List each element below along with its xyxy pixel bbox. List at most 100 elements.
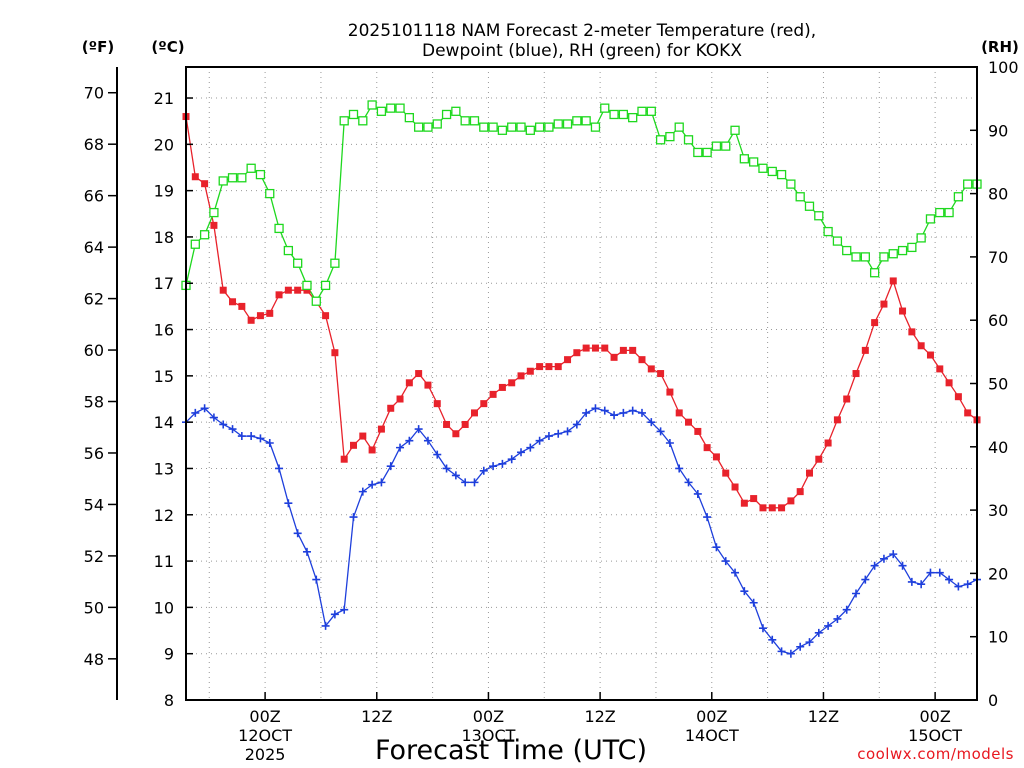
2-meter-temperature-point (954, 393, 962, 401)
rh-point (209, 207, 219, 218)
2-meter-temperature-point (750, 495, 758, 503)
rh-point (479, 122, 489, 132)
celsius-tick-label: 11 (154, 552, 174, 571)
2-meter-temperature-point (694, 427, 702, 435)
fahrenheit-tick-label: 48 (84, 650, 104, 669)
rh-point (907, 242, 917, 253)
dewpoint-point (693, 489, 702, 498)
rh-point (358, 116, 368, 126)
2-meter-temperature-point (712, 453, 720, 461)
2-meter-temperature-point (368, 446, 376, 454)
celsius-tick-label: 19 (154, 182, 174, 201)
dewpoint-point (926, 568, 935, 577)
rh-point (609, 109, 619, 120)
rh-point (348, 109, 359, 120)
dewpoint-point (572, 420, 581, 429)
fahrenheit-tick-label: 56 (84, 444, 104, 463)
2-meter-temperature-point (284, 286, 292, 294)
x-tick-label: 00Z (919, 707, 950, 726)
dewpoint-point (405, 436, 414, 445)
2-meter-temperature-point (880, 300, 888, 308)
celsius-tick-label: 10 (154, 598, 174, 617)
2-meter-temperature-point (350, 441, 358, 449)
2-meter-temperature-point (610, 353, 618, 361)
2-meter-temperature-point (219, 286, 227, 294)
rh-point (786, 179, 796, 189)
chart-title-line-1: 2025101118 NAM Forecast 2-meter Temperat… (348, 21, 816, 41)
rh-tick-label: 0 (988, 691, 998, 710)
2-meter-temperature-point (322, 312, 330, 320)
rh-point (339, 116, 349, 126)
2-meter-temperature-point (685, 418, 693, 426)
x-tick-date-label: 14OCT (685, 726, 739, 745)
rh-point (246, 163, 256, 173)
dewpoint-point (219, 420, 228, 429)
celsius-tick-label: 14 (154, 413, 174, 432)
rh-point (935, 207, 945, 218)
dewpoint-point (954, 582, 963, 591)
fahrenheit-tick-label: 54 (84, 495, 104, 514)
fahrenheit-tick-label: 66 (84, 187, 104, 206)
2-meter-temperature-point (740, 499, 748, 507)
dewpoint-point (544, 432, 553, 441)
x-tick-date-label: 15OCT (908, 726, 962, 745)
rh-point (190, 239, 200, 249)
2-meter-temperature-point (675, 409, 683, 417)
rh-point (469, 116, 480, 126)
2-meter-temperature-point (945, 379, 953, 387)
x-tick-label: 12Z (361, 707, 392, 726)
2-meter-temperature-point (238, 302, 246, 310)
dewpoint-point (758, 624, 767, 633)
dewpoint-point (824, 621, 833, 630)
2-meter-temperature-point (564, 356, 572, 364)
rh-point (730, 125, 740, 135)
2-meter-temperature-point (489, 390, 497, 398)
dewpoint-point (898, 561, 907, 570)
2-meter-temperature-point (331, 349, 339, 357)
2-meter-temperature-point (256, 312, 264, 320)
fahrenheit-tick-label: 70 (84, 84, 104, 103)
dewpoint-point (796, 642, 805, 651)
dewpoint-point (833, 614, 842, 623)
rh-point (544, 122, 554, 132)
2-meter-temperature-point (498, 383, 506, 391)
fahrenheit-tick-label: 58 (84, 393, 104, 412)
x-tick-label: 00Z (473, 707, 504, 726)
x-tick-label: 00Z (249, 707, 280, 726)
rh-point (525, 125, 535, 135)
dewpoint-point (442, 464, 451, 473)
celsius-tick-label: 16 (154, 321, 174, 340)
rh-point (897, 245, 908, 256)
dewpoint-point (786, 649, 795, 658)
rh-point (655, 135, 666, 145)
rh-point (851, 252, 861, 262)
chart-title-line-2: Dewpoint (blue), RH (green) for KOKX (422, 41, 742, 61)
2-meter-temperature-point (805, 469, 813, 477)
dewpoint-point (368, 480, 377, 489)
2-meter-temperature-point (768, 504, 776, 512)
dewpoint-point (842, 605, 851, 614)
rh-point (274, 223, 284, 234)
rh-point (600, 103, 610, 113)
2-meter-temperature-point (861, 346, 869, 354)
dewpoint-point (191, 408, 200, 417)
rh-point (507, 122, 517, 132)
rh-tick-label: 30 (988, 501, 1008, 520)
dewpoint-point (861, 575, 870, 584)
2-meter-temperature-point (815, 455, 823, 463)
rh-point (637, 106, 647, 116)
dewpoint-point (265, 439, 274, 448)
rh-axis: 0 10 20 30 40 50 60 70 80 90 100 (970, 58, 1019, 710)
2-meter-temperature-point (452, 430, 460, 438)
rh-point (404, 112, 414, 123)
dewpoint-point (600, 406, 609, 415)
rh-point (963, 179, 973, 189)
2-meter-temperature-point (666, 388, 674, 396)
2-meter-temperature-point (201, 180, 209, 188)
2-meter-temperature-point (852, 370, 860, 378)
2-meter-temperature-point (461, 420, 469, 428)
x-tick-label: 00Z (696, 707, 727, 726)
dewpoint-point (675, 464, 684, 473)
dewpoint-point (563, 427, 572, 436)
rh-point (916, 233, 926, 243)
